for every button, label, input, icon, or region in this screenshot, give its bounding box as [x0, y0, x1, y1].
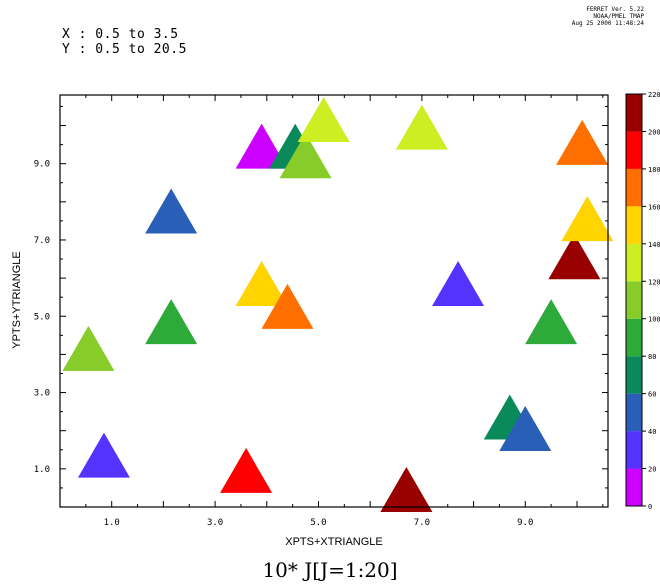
colorbar-swatch	[626, 468, 642, 506]
y-axis-label: YPTS+YTRIANGLE	[11, 251, 23, 349]
triangle-marker	[261, 283, 314, 329]
colorbar-label: 140	[648, 241, 660, 249]
triangle-marker	[279, 133, 332, 179]
colorbar-label: 220	[648, 91, 660, 99]
colorbar-swatch	[626, 168, 642, 207]
triangle-marker	[297, 96, 350, 142]
triangle-marker	[145, 188, 198, 234]
triangle-marker	[556, 119, 609, 165]
triangle-marker	[380, 466, 433, 512]
colorbar-label: 0	[648, 503, 652, 511]
triangle-marker	[395, 104, 448, 150]
colorbar: 0 20 40 60 80 100 120 140 160 180 200 220	[625, 91, 660, 511]
y-tick-label: 1.0	[34, 465, 50, 475]
colorbar-swatch	[626, 94, 642, 132]
colorbar-frame	[625, 93, 643, 507]
colorbar-swatch	[626, 243, 642, 282]
y-range-label: Y : 0.5 to 20.5	[62, 42, 187, 57]
colorbar-label: 160	[648, 203, 660, 211]
y-tick-label: 7.0	[34, 236, 50, 246]
colorbar-label: 120	[648, 278, 660, 286]
colorbar-label: 60	[648, 391, 656, 399]
colorbar-swatch	[626, 206, 642, 244]
chart-title: 10* J[J=1:20]	[262, 558, 398, 582]
ferret-stamp-line3: Aug 25 2000 11:48:24	[571, 20, 644, 27]
ferret-stamp-line1: FERRET Ver. 5.22	[586, 6, 644, 13]
colorbar-label: 100	[648, 316, 660, 324]
colorbar-label: 20	[648, 466, 656, 474]
y-tick-label: 9.0	[34, 160, 50, 170]
x-axis-label: XPTS+XTRIANGLE	[285, 536, 383, 548]
triangle-marker	[432, 260, 485, 306]
colorbar-label: 200	[648, 128, 660, 136]
colorbar-label: 40	[648, 428, 656, 436]
colorbar-swatch	[626, 281, 642, 319]
triangle-marker	[525, 299, 578, 345]
triangle-marker	[235, 260, 288, 306]
triangle-marker	[145, 299, 198, 345]
x-tick-label: 9.0	[517, 518, 533, 528]
triangle-marker	[235, 123, 288, 169]
x-tick-label: 7.0	[414, 518, 430, 528]
plot-frame	[59, 94, 609, 508]
x-tick-label: 3.0	[207, 518, 223, 528]
ferret-stamp-line2: NOAA/PMEL TMAP	[593, 13, 644, 20]
triangle-markers	[62, 96, 614, 512]
colorbar-swatch	[626, 131, 642, 169]
triangle-marker	[548, 234, 601, 280]
colorbar-label: 180	[648, 166, 660, 174]
triangle-marker	[77, 432, 130, 478]
y-tick-label: 3.0	[34, 389, 50, 399]
x-tick-label: 5.0	[310, 518, 326, 528]
y-tick-label: 5.0	[34, 312, 50, 322]
colorbar-swatch	[626, 431, 642, 469]
triangle-marker	[220, 447, 273, 493]
colorbar-swatch	[626, 318, 642, 357]
colorbar-swatch	[626, 356, 642, 394]
x-range-label: X : 0.5 to 3.5	[62, 27, 179, 42]
colorbar-label: 80	[648, 353, 656, 361]
triangle-marker	[499, 405, 552, 451]
colorbar-swatch	[626, 393, 642, 432]
x-tick-label: 1.0	[104, 518, 120, 528]
triangle-marker	[62, 325, 115, 371]
triangle-marker	[561, 196, 614, 242]
